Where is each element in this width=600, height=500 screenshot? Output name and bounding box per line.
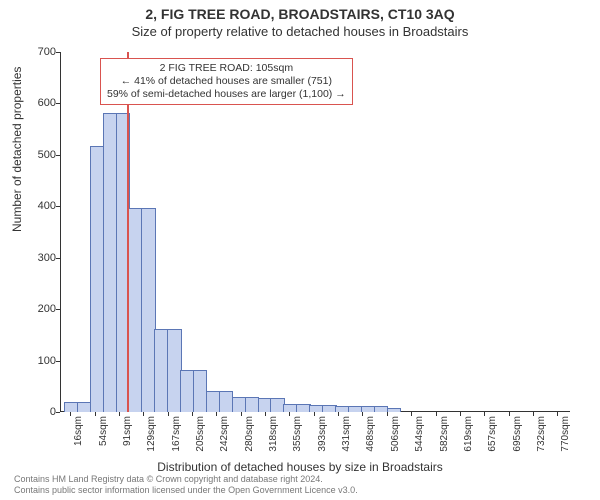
y-tick-mark — [56, 155, 60, 156]
x-tick-label: 16sqm — [73, 416, 84, 446]
y-tick-mark — [56, 258, 60, 259]
x-axis-label: Distribution of detached houses by size … — [0, 460, 600, 474]
x-tick-mark — [119, 412, 120, 416]
x-tick-label: 242sqm — [219, 416, 230, 452]
x-tick-label: 431sqm — [341, 416, 352, 452]
x-tick-mark — [533, 412, 534, 416]
x-axis: 16sqm 54sqm 91sqm 129sqm 167sqm 205sqm 242sqm 2… — [60, 412, 570, 462]
footer-line1: Contains HM Land Registry data © Crown c… — [14, 474, 358, 485]
y-tick-label: 700 — [20, 46, 56, 58]
x-tick-label: 393sqm — [317, 416, 328, 452]
annotation-line2: ← 41% of detached houses are smaller (75… — [107, 75, 346, 88]
x-tick-mark — [265, 412, 266, 416]
chart-container: 2, FIG TREE ROAD, BROADSTAIRS, CT10 3AQ … — [0, 0, 600, 500]
x-tick-mark — [241, 412, 242, 416]
x-tick-label: 280sqm — [244, 416, 255, 452]
y-tick-label: 500 — [20, 149, 56, 161]
x-tick-label: 732sqm — [536, 416, 547, 452]
x-tick-mark — [70, 412, 71, 416]
y-tick-label: 100 — [20, 355, 56, 367]
x-tick-label: 506sqm — [390, 416, 401, 452]
page-title: 2, FIG TREE ROAD, BROADSTAIRS, CT10 3AQ — [0, 0, 600, 22]
chart-subtitle: Size of property relative to detached ho… — [0, 22, 600, 41]
y-axis-line — [60, 52, 61, 412]
x-tick-label: 167sqm — [171, 416, 182, 452]
x-tick-mark — [509, 412, 510, 416]
y-tick-label: 200 — [20, 303, 56, 315]
annotation-line3: 59% of semi-detached houses are larger (… — [107, 88, 346, 101]
x-tick-label: 468sqm — [365, 416, 376, 452]
y-tick-label: 400 — [20, 200, 56, 212]
plot-area: 2 FIG TREE ROAD: 105sqm← 41% of detached… — [60, 52, 570, 412]
x-tick-label: 695sqm — [512, 416, 523, 452]
x-tick-label: 129sqm — [146, 416, 157, 452]
x-tick-label: 544sqm — [414, 416, 425, 452]
x-tick-mark — [338, 412, 339, 416]
y-tick-mark — [56, 52, 60, 53]
x-tick-mark — [436, 412, 437, 416]
annotation-line1: 2 FIG TREE ROAD: 105sqm — [107, 62, 346, 75]
plot-wrapper: 2 FIG TREE ROAD: 105sqm← 41% of detached… — [60, 52, 570, 412]
y-tick-mark — [56, 206, 60, 207]
y-tick-mark — [56, 103, 60, 104]
x-tick-mark — [216, 412, 217, 416]
x-tick-label: 582sqm — [439, 416, 450, 452]
x-tick-label: 318sqm — [268, 416, 279, 452]
x-tick-mark — [143, 412, 144, 416]
x-tick-mark — [411, 412, 412, 416]
y-axis: 0100200300400500600700 — [20, 52, 56, 412]
y-tick-label: 0 — [20, 406, 56, 418]
y-tick-mark — [56, 361, 60, 362]
x-tick-label: 54sqm — [98, 416, 109, 446]
footer-attribution: Contains HM Land Registry data © Crown c… — [14, 474, 358, 496]
x-tick-mark — [557, 412, 558, 416]
x-tick-mark — [289, 412, 290, 416]
annotation-box: 2 FIG TREE ROAD: 105sqm← 41% of detached… — [100, 58, 353, 105]
footer-line2: Contains public sector information licen… — [14, 485, 358, 496]
x-tick-mark — [484, 412, 485, 416]
x-tick-label: 770sqm — [560, 416, 571, 452]
x-tick-label: 619sqm — [463, 416, 474, 452]
x-tick-mark — [314, 412, 315, 416]
x-tick-mark — [192, 412, 193, 416]
x-tick-mark — [95, 412, 96, 416]
y-tick-label: 300 — [20, 252, 56, 264]
y-tick-mark — [56, 309, 60, 310]
property-marker-line — [127, 52, 129, 412]
x-tick-mark — [460, 412, 461, 416]
x-tick-mark — [387, 412, 388, 416]
x-tick-mark — [362, 412, 363, 416]
x-tick-label: 657sqm — [487, 416, 498, 452]
x-tick-label: 355sqm — [292, 416, 303, 452]
x-tick-label: 91sqm — [122, 416, 133, 446]
x-tick-mark — [168, 412, 169, 416]
y-tick-label: 600 — [20, 97, 56, 109]
x-tick-label: 205sqm — [195, 416, 206, 452]
